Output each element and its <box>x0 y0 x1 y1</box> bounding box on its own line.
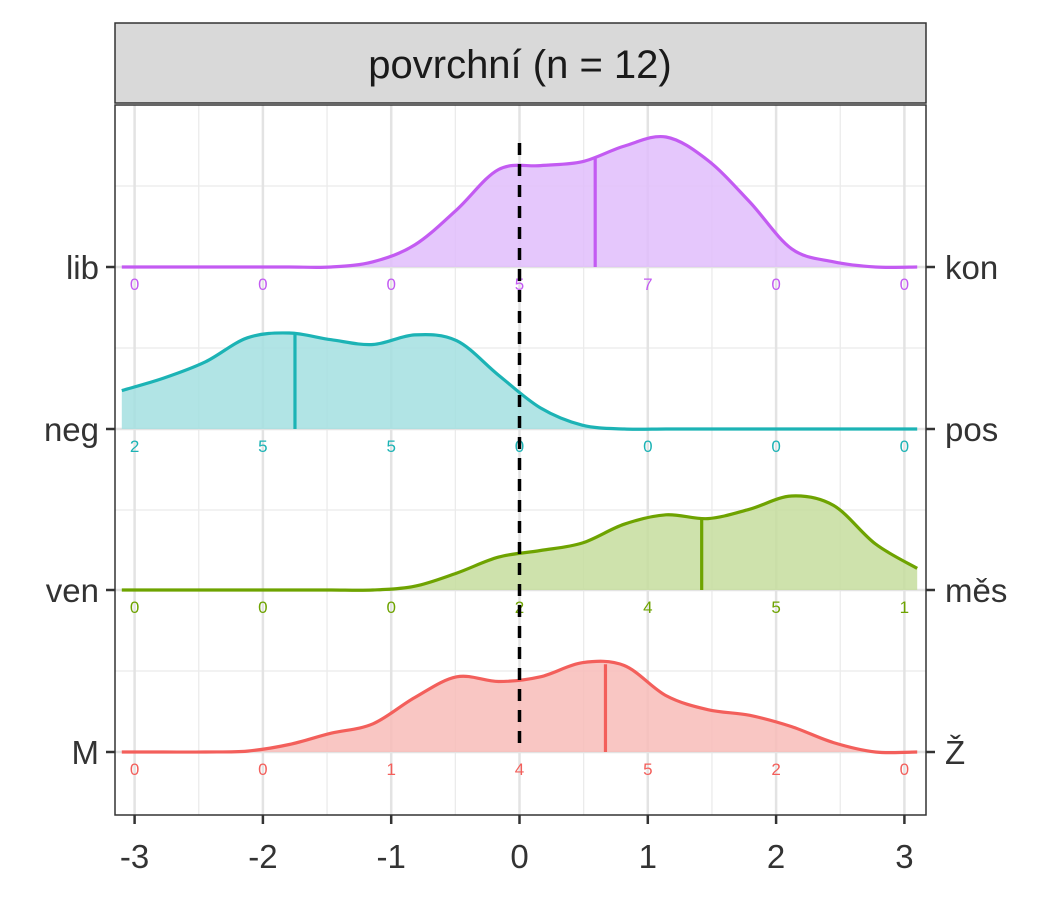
panel-title: povrchní (n = 12) <box>368 43 672 87</box>
count-label: 0 <box>900 437 909 456</box>
count-label: 0 <box>386 275 395 294</box>
left-category-label: ven <box>46 572 99 609</box>
count-label: 1 <box>900 598 909 617</box>
count-label: 0 <box>258 760 267 779</box>
density-area <box>121 136 918 268</box>
count-label: 0 <box>900 275 909 294</box>
right-category-label: pos <box>945 411 998 448</box>
count-label: 5 <box>258 437 267 456</box>
count-label: 0 <box>130 760 139 779</box>
right-category-label: kon <box>945 249 998 286</box>
count-label: 5 <box>515 275 524 294</box>
axes: lib kon neg pos ven měs M Ž -3 -2 -1 0 1 2 3 <box>44 249 1007 875</box>
count-label: 0 <box>900 760 909 779</box>
panel-strip: povrchní (n = 12) <box>114 22 927 104</box>
count-label: 7 <box>643 275 652 294</box>
count-label: 5 <box>643 760 652 779</box>
left-category-label: lib <box>66 249 99 286</box>
right-category-label: Ž <box>945 734 965 771</box>
count-label: 0 <box>258 598 267 617</box>
density-line <box>121 659 918 755</box>
count-label: 5 <box>771 598 780 617</box>
left-category-label: M <box>72 734 100 771</box>
count-label: 2 <box>130 437 139 456</box>
count-label: 0 <box>130 598 139 617</box>
count-label: 0 <box>643 437 652 456</box>
count-label: 0 <box>771 275 780 294</box>
x-tick-label: -1 <box>377 838 406 875</box>
x-tick-label: 0 <box>510 838 528 875</box>
x-tick-label: 3 <box>895 838 913 875</box>
density-area <box>121 332 918 430</box>
x-tick-label: 1 <box>639 838 657 875</box>
count-label: 2 <box>771 760 780 779</box>
left-category-label: neg <box>44 411 99 448</box>
ridge-neg <box>121 331 918 431</box>
count-label: 0 <box>386 598 395 617</box>
count-label: 1 <box>386 760 395 779</box>
x-tick-label: 2 <box>767 838 785 875</box>
density-area <box>121 495 918 591</box>
count-label: 5 <box>386 437 395 456</box>
count-label: 0 <box>130 275 139 294</box>
right-category-label: měs <box>945 572 1007 609</box>
count-label: 0 <box>771 437 780 456</box>
density-line <box>121 331 918 431</box>
count-label: 0 <box>258 275 267 294</box>
density-area <box>121 661 918 753</box>
x-tick-label: -3 <box>120 838 149 875</box>
count-label: 4 <box>643 598 652 617</box>
density-layer <box>121 134 919 755</box>
x-tick-label: -2 <box>248 838 277 875</box>
ridge-M <box>121 659 918 755</box>
count-label: 4 <box>515 760 524 779</box>
strip-background <box>114 22 927 104</box>
